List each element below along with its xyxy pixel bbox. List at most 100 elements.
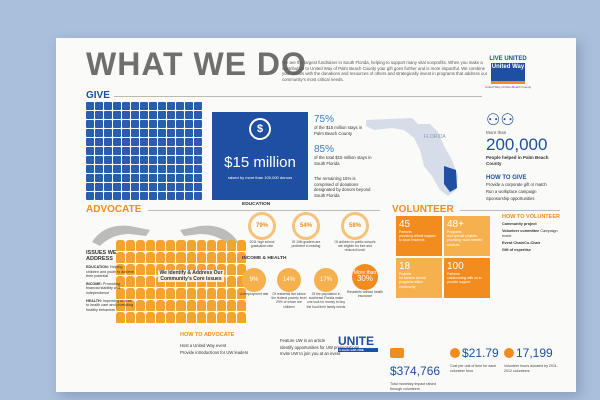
person-icon — [196, 240, 206, 251]
bottom-stat-value: $374,766 — [390, 363, 441, 378]
bottom-stat-text: Total monetary impact raised through vol… — [390, 382, 436, 391]
donor-icon — [158, 156, 166, 164]
person-icon — [176, 288, 186, 299]
volunteer-rule — [460, 210, 560, 211]
person-icon — [166, 312, 176, 323]
donor-icon — [122, 102, 130, 110]
donor-icon — [185, 129, 193, 137]
person-icon — [126, 276, 136, 287]
donor-icon — [113, 174, 121, 182]
person-icon — [146, 240, 156, 251]
donor-icon — [194, 138, 202, 146]
donor-icon — [185, 192, 193, 200]
issue-item: EDUCATION: Helping children and youth to… — [86, 265, 134, 279]
clock-icon — [450, 347, 460, 358]
give-stat-2: 85% of the total $15 million stays in So… — [314, 144, 372, 166]
person-icon — [156, 300, 166, 311]
donor-icon — [149, 147, 157, 155]
florida-map: FLORIDA — [366, 118, 458, 196]
person-icon — [116, 312, 126, 323]
person-icon — [236, 312, 246, 323]
donor-icon — [176, 174, 184, 182]
person-icon — [136, 276, 146, 287]
person-icon — [156, 312, 166, 323]
donor-icon — [158, 174, 166, 182]
income-stat-text: Of the population in southeast Florida m… — [306, 292, 346, 309]
donor-icon — [140, 165, 148, 173]
bottom-stat-impact: $374,766 Total monetary impact raised th… — [390, 344, 448, 391]
person-icon — [226, 264, 236, 275]
donor-icon — [104, 147, 112, 155]
person-icon — [116, 264, 126, 275]
donor-icon — [140, 183, 148, 191]
person-icon — [176, 252, 186, 263]
donor-icon — [158, 165, 166, 173]
person-icon — [166, 252, 176, 263]
donor-icon — [176, 192, 184, 200]
donor-icon — [167, 183, 175, 191]
donor-icon — [131, 111, 139, 119]
logo-name: United Way — [491, 64, 525, 70]
person-icon — [196, 252, 206, 263]
donor-icon — [158, 192, 166, 200]
person-icon — [146, 288, 156, 299]
person-icon — [156, 252, 166, 263]
person-icon — [196, 288, 206, 299]
donor-icon — [113, 192, 121, 200]
donor-icon — [104, 120, 112, 128]
donor-icon — [131, 138, 139, 146]
donor-icon — [167, 147, 175, 155]
donor-icon — [86, 192, 94, 200]
florida-shape — [366, 118, 458, 196]
person-icon — [196, 264, 206, 275]
person-icon — [156, 264, 166, 275]
person-icon — [146, 252, 156, 263]
donor-icon — [158, 129, 166, 137]
how-to-give-header: HOW TO GIVE — [486, 175, 527, 181]
donor-icon — [131, 183, 139, 191]
person-icon — [156, 240, 166, 251]
money-stack-icon — [390, 347, 404, 358]
donor-icon — [140, 156, 148, 164]
donor-icon — [194, 174, 202, 182]
edu-stat-2: 54% Of 10th graders are proficient in re… — [286, 212, 326, 248]
person-icon — [236, 300, 246, 311]
donor-icon — [176, 165, 184, 173]
donor-icon — [149, 102, 157, 110]
donor-icon — [176, 120, 184, 128]
donor-icon — [140, 129, 148, 137]
edu-pct-circle: 79% — [248, 212, 276, 240]
bottom-stat-cost: $21.79 Cost per unit of time for each vo… — [450, 344, 508, 373]
donor-icon — [194, 156, 202, 164]
feature-item: Identify opportunities for UW presentati… — [280, 344, 360, 350]
donor-icon — [86, 156, 94, 164]
give-stat-1: 75% of the $15 million stays in Palm Bea… — [314, 114, 372, 136]
donor-icon — [104, 156, 112, 164]
volunteer-box-4: 100 Partners collaborating with us to pr… — [444, 258, 490, 298]
volunteer-box-num: 45 — [399, 219, 411, 230]
donor-icon — [113, 102, 121, 110]
income-pct-circle: More than 30% — [352, 264, 378, 290]
person-icon — [226, 312, 236, 323]
feature-item: Invite UW to join you at an event — [280, 351, 341, 356]
donor-icon — [122, 156, 130, 164]
income-stat-text: Residents without health insurance — [347, 290, 383, 299]
issue-text: Helping children and youth to achieve th… — [86, 265, 134, 279]
donor-icon — [158, 183, 166, 191]
donor-icon — [95, 111, 103, 119]
person-icon — [186, 288, 196, 299]
map-label: FLORIDA — [424, 134, 446, 140]
donor-icon — [122, 174, 130, 182]
donor-icon — [104, 111, 112, 119]
donor-icon — [122, 183, 130, 191]
person-icon — [206, 312, 216, 323]
donor-icon-grid — [86, 102, 202, 200]
donor-icon — [167, 129, 175, 137]
donor-icon — [185, 165, 193, 173]
income-pct-circle: 14% — [277, 268, 301, 292]
donor-icon — [140, 147, 148, 155]
person-icon — [226, 288, 236, 299]
donor-icon — [194, 102, 202, 110]
donor-icon — [113, 183, 121, 191]
donor-icon — [104, 102, 112, 110]
